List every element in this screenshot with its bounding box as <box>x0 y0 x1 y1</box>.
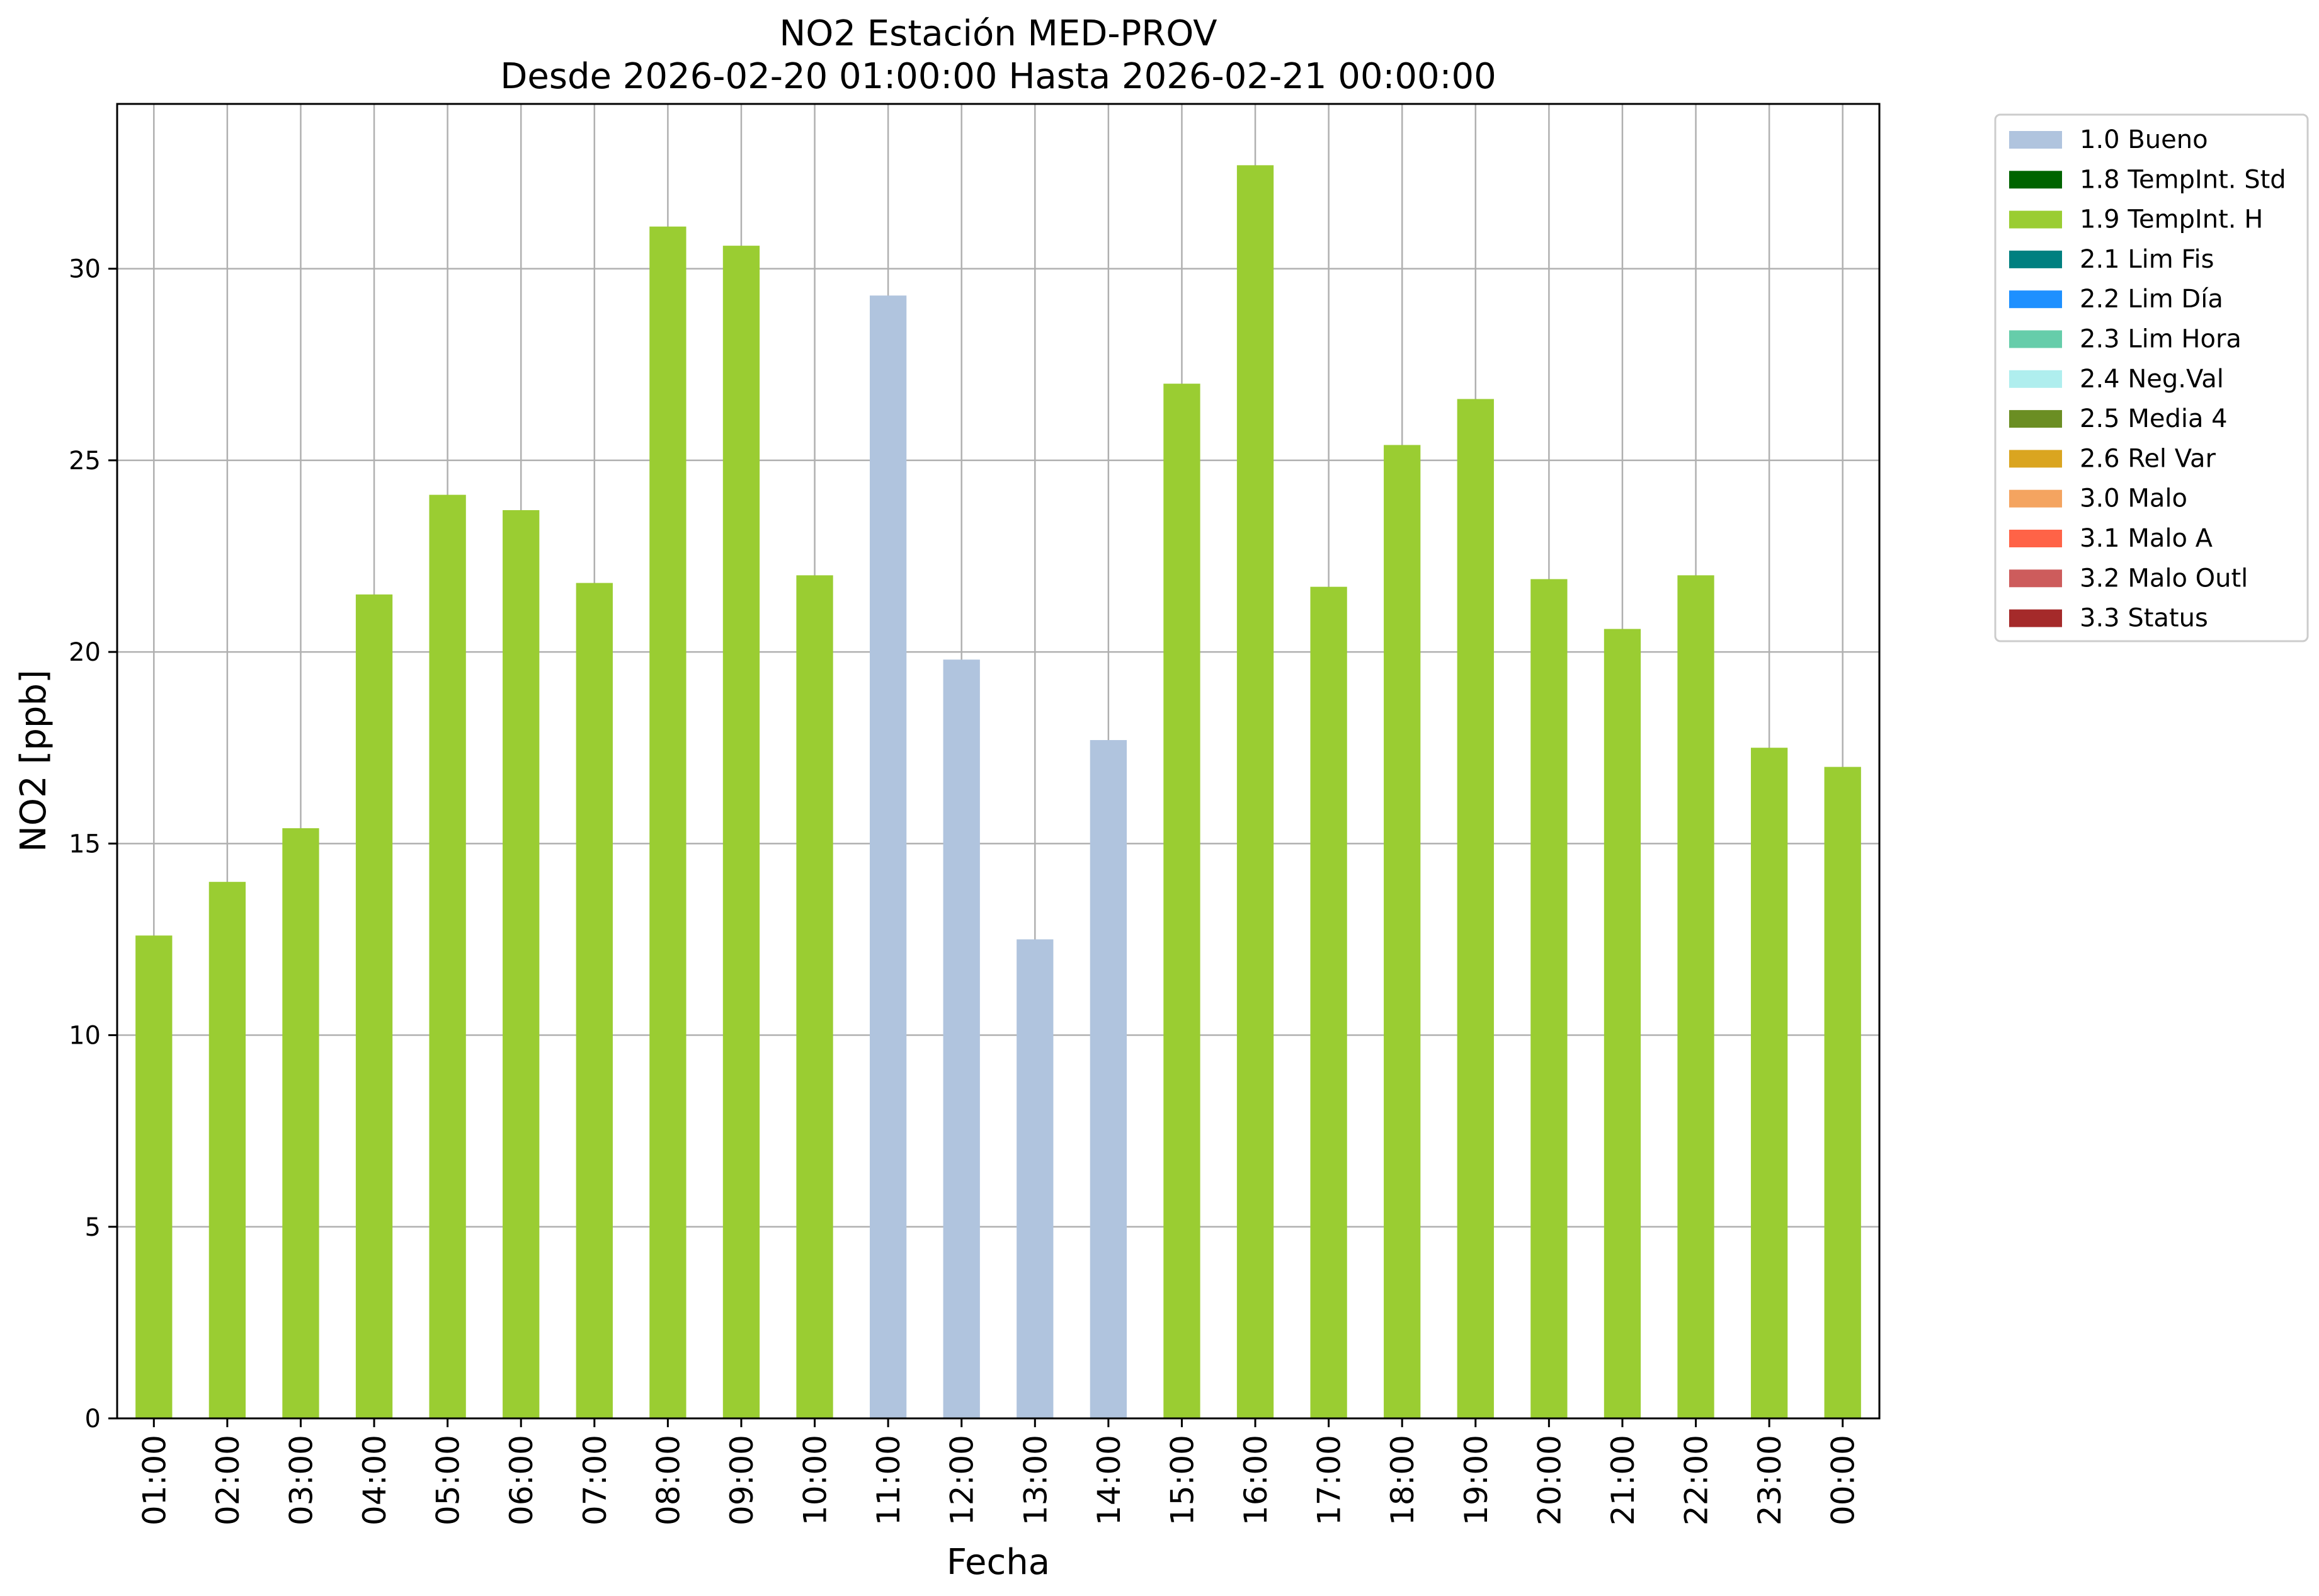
x-tick-label: 20:00 <box>1531 1435 1568 1525</box>
x-tick-label: 12:00 <box>944 1435 981 1525</box>
bar-19:00 <box>1457 399 1494 1418</box>
bar-07:00 <box>576 583 613 1418</box>
y-tick-label: 10 <box>69 1022 101 1051</box>
x-tick-label: 08:00 <box>650 1435 687 1525</box>
x-tick-label: 03:00 <box>283 1435 319 1525</box>
legend-frame <box>1994 113 2309 642</box>
y-tick-label: 0 <box>85 1405 101 1434</box>
bar-00:00 <box>1824 767 1861 1418</box>
bar-21:00 <box>1604 629 1641 1419</box>
legend-label: 3.0 Malo <box>2080 484 2187 513</box>
legend-swatch <box>2009 290 2062 309</box>
legend-label: 2.6 Rel Var <box>2080 444 2216 473</box>
bar-06:00 <box>503 510 540 1418</box>
legend-label: 2.2 Lim Día <box>2080 285 2223 314</box>
bar-05:00 <box>429 494 466 1418</box>
bar-23:00 <box>1750 748 1788 1418</box>
legend-swatch <box>2009 609 2062 627</box>
x-tick-label: 14:00 <box>1091 1435 1127 1525</box>
bar-14:00 <box>1090 740 1127 1418</box>
legend-swatch <box>2009 250 2062 268</box>
y-tick-label: 25 <box>69 447 101 476</box>
legend-swatch <box>2009 131 2062 149</box>
legend: 1.0 Bueno 1.8 TempInt. Std 1.9 TempInt. H 2… <box>1994 113 2309 642</box>
bar-02:00 <box>208 882 246 1418</box>
bar-13:00 <box>1017 939 1054 1418</box>
x-tick-label: 10:00 <box>797 1435 834 1525</box>
x-axis: 01:00 02:00 03:00 04:00 05:00 06:00 07:00 08:00… <box>136 1418 1862 1525</box>
legend-label: 1.9 TempInt. H <box>2080 205 2263 234</box>
x-tick-label: 02:00 <box>210 1435 246 1525</box>
bar-08:00 <box>649 226 687 1418</box>
x-tick-label: 23:00 <box>1752 1435 1788 1525</box>
y-tick-label: 5 <box>85 1213 101 1242</box>
chart-title: NO2 Estación MED-PROV <box>779 13 1217 54</box>
legend-swatch <box>2009 450 2062 468</box>
legend-label: 2.4 Neg.Val <box>2080 365 2224 394</box>
bar-16:00 <box>1236 165 1274 1418</box>
x-tick-label: 07:00 <box>577 1435 613 1525</box>
x-tick-label: 00:00 <box>1825 1435 1862 1525</box>
legend-items: 1.0 Bueno 1.8 TempInt. Std 1.9 TempInt. H 2… <box>2009 125 2286 633</box>
legend-swatch <box>2009 171 2062 189</box>
legend-label: 3.3 Status <box>2080 604 2208 633</box>
bars <box>135 165 1861 1419</box>
legend-swatch <box>2009 569 2062 588</box>
x-tick-label: 17:00 <box>1311 1435 1348 1525</box>
legend-swatch <box>2009 210 2062 229</box>
x-axis-label: Fecha <box>947 1542 1050 1583</box>
legend-swatch <box>2009 370 2062 388</box>
x-tick-label: 21:00 <box>1605 1435 1641 1525</box>
bar-20:00 <box>1530 579 1568 1419</box>
y-tick-label: 15 <box>69 829 101 858</box>
plot-frame <box>116 103 1881 1420</box>
x-tick-label: 06:00 <box>503 1435 540 1525</box>
chart-subtitle: Desde 2026-02-20 01:00:00 Hasta 2026-02-… <box>500 56 1496 97</box>
bar-12:00 <box>943 659 980 1418</box>
x-tick-label: 01:00 <box>136 1435 173 1525</box>
x-tick-label: 16:00 <box>1238 1435 1274 1525</box>
x-tick-label: 13:00 <box>1017 1435 1054 1525</box>
bar-03:00 <box>282 828 319 1418</box>
x-tick-label: 22:00 <box>1678 1435 1715 1525</box>
bar-09:00 <box>722 246 760 1418</box>
x-tick-label: 05:00 <box>430 1435 467 1525</box>
x-tick-label: 15:00 <box>1164 1435 1200 1525</box>
x-tick-label: 04:00 <box>356 1435 393 1525</box>
bar-04:00 <box>355 594 393 1418</box>
legend-label: 2.1 Lim Fis <box>2080 245 2214 274</box>
legend-swatch <box>2009 489 2062 508</box>
legend-swatch <box>2009 330 2062 348</box>
y-tick-label: 30 <box>69 255 101 284</box>
legend-swatch <box>2009 530 2062 547</box>
x-tick-label: 19:00 <box>1458 1435 1495 1525</box>
legend-label: 2.3 Lim Hora <box>2080 325 2242 354</box>
bar-01:00 <box>135 935 173 1418</box>
x-tick-label: 09:00 <box>724 1435 760 1525</box>
legend-label: 3.2 Malo Outl <box>2080 564 2248 593</box>
bar-11:00 <box>869 295 907 1418</box>
legend-label: 2.5 Media 4 <box>2080 404 2228 433</box>
x-tick-label: 18:00 <box>1384 1435 1421 1525</box>
legend-label: 1.0 Bueno <box>2080 125 2208 154</box>
y-axis: 0 5 10 15 20 25 30 <box>69 255 117 1434</box>
y-axis-label: NO2 [ppb] <box>13 670 54 852</box>
bar-10:00 <box>796 575 833 1418</box>
bar-15:00 <box>1163 384 1200 1418</box>
bar-17:00 <box>1310 586 1347 1418</box>
bar-18:00 <box>1384 445 1421 1418</box>
legend-swatch <box>2009 410 2062 428</box>
bar-22:00 <box>1677 575 1714 1418</box>
y-tick-label: 20 <box>69 638 101 667</box>
legend-label: 1.8 TempInt. Std <box>2080 165 2286 194</box>
x-tick-label: 11:00 <box>870 1435 907 1525</box>
legend-label: 3.1 Malo A <box>2080 524 2213 553</box>
